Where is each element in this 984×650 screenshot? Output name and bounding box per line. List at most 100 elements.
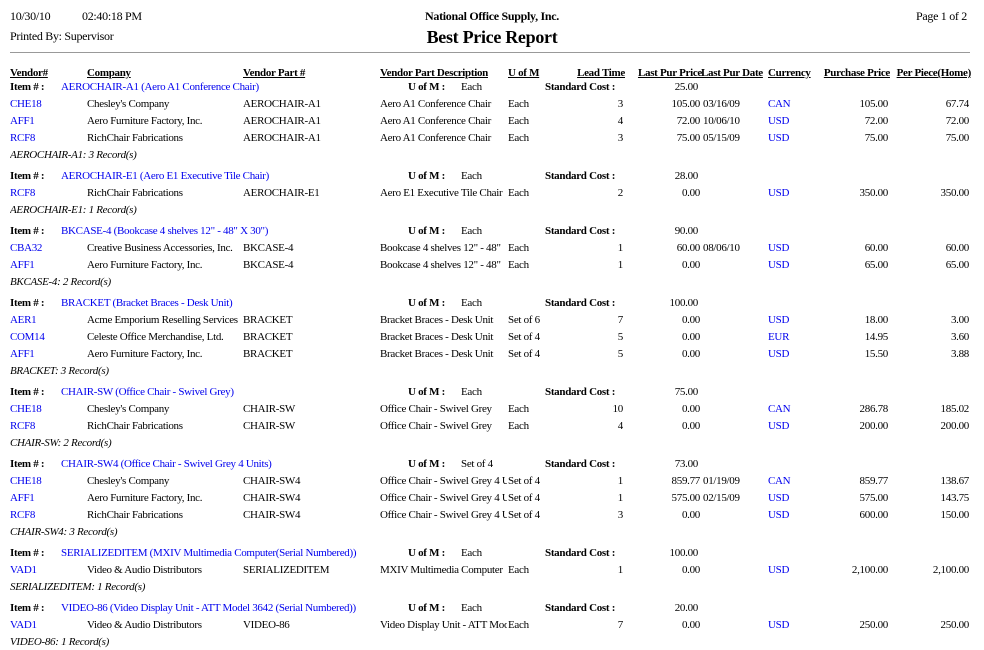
item-link[interactable]: BKCASE-4 (Bookcase 4 shelves 12" - 48" X… <box>61 225 269 237</box>
item-header-row: Item # : SERIALIZEDITEM (MXIV Multimedia … <box>0 547 984 563</box>
group-summary: BRACKET: 3 Record(s) <box>0 365 984 381</box>
cell-description: MXIV Multimedia Computer <box>380 564 503 576</box>
cell-vendor[interactable]: RCF8 <box>10 187 36 199</box>
cell-last-pur-price: 0.00 <box>681 331 700 343</box>
cell-last-pur-price: 859.77 <box>671 475 700 487</box>
cell-purchase-price: 15.50 <box>864 348 888 360</box>
cell-vendor[interactable]: CHE18 <box>10 475 42 487</box>
cell-vendor-part: CHAIR-SW <box>243 420 295 432</box>
cell-lead-time: 1 <box>617 564 623 576</box>
cell-uofm: Each <box>508 115 529 127</box>
cell-per-piece-home: 350.00 <box>940 187 969 199</box>
record-count: CHAIR-SW: 2 Record(s) <box>10 437 112 449</box>
cell-company: Chesley's Company <box>87 475 170 487</box>
cell-vendor[interactable]: RCF8 <box>10 420 36 432</box>
item-link[interactable]: CHAIR-SW4 (Office Chair - Swivel Grey 4 … <box>61 458 272 470</box>
cell-vendor[interactable]: AFF1 <box>10 259 35 271</box>
cell-uofm: Each <box>508 187 529 199</box>
cell-purchase-price: 75.00 <box>864 132 888 144</box>
cell-lead-time: 4 <box>617 115 623 127</box>
column-header-lead-time[interactable]: Lead Time <box>577 67 625 79</box>
item-link[interactable]: AEROCHAIR-E1 (Aero E1 Executive Tile Cha… <box>61 170 269 182</box>
cell-vendor[interactable]: AFF1 <box>10 115 35 127</box>
item-label: Item # : <box>10 386 45 398</box>
cell-company: Chesley's Company <box>87 403 170 415</box>
column-header-purchase-price[interactable]: Purchase Price <box>823 67 890 79</box>
standard-cost-label: Standard Cost : <box>545 602 616 614</box>
table-row: RCF8 RichChair Fabrications CHAIR-SW Office… <box>0 420 984 436</box>
column-header-vendor-part[interactable]: Vendor Part # <box>243 67 306 79</box>
cell-vendor[interactable]: CBA32 <box>10 242 43 254</box>
cell-currency: USD <box>768 132 790 144</box>
cell-company: Celeste Office Merchandise, Ltd. <box>87 331 224 343</box>
uofm-label: U of M : <box>408 458 446 470</box>
item-label: Item # : <box>10 225 45 237</box>
cell-vendor[interactable]: RCF8 <box>10 132 36 144</box>
standard-cost-value: 25.00 <box>674 81 698 93</box>
cell-vendor[interactable]: AFF1 <box>10 492 35 504</box>
cell-last-pur-price: 0.00 <box>681 619 700 631</box>
cell-description: Bracket Braces - Desk Unit <box>380 314 494 326</box>
cell-company: RichChair Fabrications <box>87 509 183 521</box>
item-link[interactable]: SERIALIZEDITEM (MXIV Multimedia Computer… <box>61 547 357 559</box>
standard-cost-value: 73.00 <box>674 458 698 470</box>
cell-company: Aero Furniture Factory, Inc. <box>87 348 203 360</box>
cell-per-piece-home: 3.88 <box>950 348 969 360</box>
record-count: AEROCHAIR-A1: 3 Record(s) <box>10 149 137 161</box>
column-header-uofm[interactable]: U of M <box>508 67 540 79</box>
column-header-per-piece-home[interactable]: Per Piece(Home) <box>896 67 971 79</box>
cell-vendor[interactable]: AER1 <box>10 314 37 326</box>
page-number: Page 1 of 2 <box>915 9 967 23</box>
cell-vendor[interactable]: VAD1 <box>10 564 37 576</box>
standard-cost-value: 75.00 <box>674 386 698 398</box>
column-header-last-pur-date[interactable]: Last Pur Date <box>701 67 763 79</box>
group-summary: CHAIR-SW4: 3 Record(s) <box>0 526 984 542</box>
column-header-company[interactable]: Company <box>87 67 131 79</box>
report-title: Best Price Report <box>426 27 558 47</box>
header-divider <box>10 52 970 53</box>
item-link[interactable]: BRACKET (Bracket Braces - Desk Unit) <box>61 297 233 309</box>
table-row: RCF8 RichChair Fabrications AEROCHAIR-E1 Ae… <box>0 187 984 203</box>
standard-cost-value: 100.00 <box>669 547 698 559</box>
cell-vendor[interactable]: AFF1 <box>10 348 35 360</box>
cell-currency: USD <box>768 564 790 576</box>
cell-vendor[interactable]: VAD1 <box>10 619 37 631</box>
column-header-currency[interactable]: Currency <box>768 67 811 79</box>
standard-cost-label: Standard Cost : <box>545 225 616 237</box>
uofm-label: U of M : <box>408 547 446 559</box>
item-link[interactable]: VIDEO-86 (Video Display Unit - ATT Model… <box>61 602 356 614</box>
cell-last-pur-date: 03/16/09 <box>703 98 740 110</box>
cell-last-pur-price: 75.00 <box>676 132 700 144</box>
uofm-label: U of M : <box>408 81 446 93</box>
item-link[interactable]: AEROCHAIR-A1 (Aero A1 Conference Chair) <box>61 81 259 93</box>
cell-lead-time: 5 <box>617 331 623 343</box>
cell-last-pur-price: 0.00 <box>681 348 700 360</box>
table-row: RCF8 RichChair Fabrications CHAIR-SW4 Offic… <box>0 509 984 525</box>
column-header-last-pur-price[interactable]: Last Pur Price <box>637 67 702 79</box>
item-uofm: Each <box>461 602 482 614</box>
cell-uofm: Set of 4 <box>508 331 540 343</box>
cell-vendor[interactable]: RCF8 <box>10 509 36 521</box>
cell-lead-time: 7 <box>617 619 623 631</box>
cell-purchase-price: 18.00 <box>864 314 888 326</box>
item-label: Item # : <box>10 170 45 182</box>
item-label: Item # : <box>10 547 45 559</box>
column-header-description[interactable]: Vendor Part Description <box>380 67 488 79</box>
cell-vendor[interactable]: CHE18 <box>10 403 42 415</box>
cell-lead-time: 3 <box>617 98 623 110</box>
group-summary: CHAIR-SW: 2 Record(s) <box>0 437 984 453</box>
cell-description: Bracket Braces - Desk Unit <box>380 348 494 360</box>
cell-purchase-price: 14.95 <box>864 331 888 343</box>
item-link[interactable]: CHAIR-SW (Office Chair - Swivel Grey) <box>61 386 234 398</box>
column-header-vendor[interactable]: Vendor# <box>10 67 48 79</box>
cell-uofm: Each <box>508 132 529 144</box>
cell-per-piece-home: 143.75 <box>940 492 969 504</box>
cell-company: Video & Audio Distributors <box>87 564 202 576</box>
printed-by: Printed By: Supervisor <box>10 29 114 43</box>
uofm-label: U of M : <box>408 297 446 309</box>
cell-per-piece-home: 3.60 <box>950 331 969 343</box>
cell-vendor[interactable]: CHE18 <box>10 98 42 110</box>
cell-vendor[interactable]: COM14 <box>10 331 45 343</box>
cell-description: Office Chair - Swivel Grey <box>380 420 492 432</box>
cell-currency: USD <box>768 420 790 432</box>
